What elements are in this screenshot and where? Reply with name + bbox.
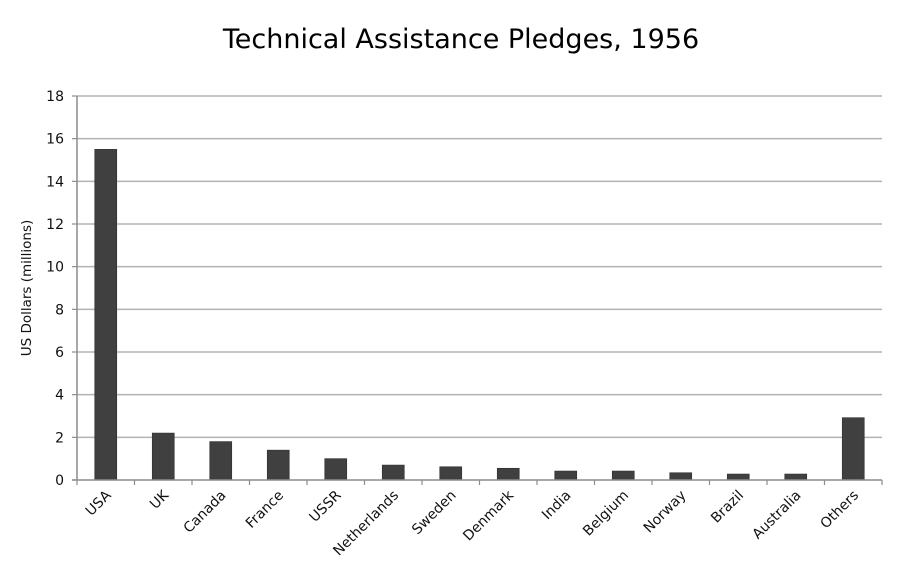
y-tick-label: 0 xyxy=(55,473,64,489)
x-tick-label: USSR xyxy=(307,487,345,525)
bar-ussr xyxy=(324,458,348,481)
x-tick-label: Belgium xyxy=(580,488,632,540)
x-tick-label: Brazil xyxy=(708,488,747,527)
x-tick-label: Canada xyxy=(181,488,230,537)
y-axis-ticks: 0 2 4 6 8 10 12 14 16 18 xyxy=(46,89,77,489)
bar-brazil xyxy=(726,473,750,481)
y-tick-label: 14 xyxy=(46,174,64,190)
bars xyxy=(94,149,865,481)
x-tick-label: Norway xyxy=(641,488,690,537)
x-tick-label: Others xyxy=(817,488,862,533)
y-tick-label: 8 xyxy=(55,302,64,318)
x-tick-label: France xyxy=(243,488,287,532)
y-tick-label: 16 xyxy=(46,132,64,148)
bar-sweden xyxy=(439,466,463,481)
bar-belgium xyxy=(611,470,635,481)
bar-france xyxy=(266,449,290,481)
bar-india xyxy=(554,470,578,481)
x-tick-label: Australia xyxy=(749,488,804,543)
axes xyxy=(72,96,883,485)
bar-norway xyxy=(669,472,693,481)
bar-usa xyxy=(94,149,118,481)
x-tick-label: USA xyxy=(83,487,115,519)
chart-title: Technical Assistance Pledges, 1956 xyxy=(222,24,699,55)
bar-denmark xyxy=(496,467,520,481)
x-tick-label: UK xyxy=(147,487,173,513)
bar-canada xyxy=(209,441,233,481)
bar-australia xyxy=(784,473,808,481)
y-axis-title: US Dollars (millions) xyxy=(19,220,35,357)
y-tick-label: 6 xyxy=(55,345,64,361)
gridlines xyxy=(77,95,882,439)
y-tick-label: 12 xyxy=(46,217,64,233)
x-tick-label: Sweden xyxy=(409,488,459,538)
y-tick-label: 18 xyxy=(46,89,64,105)
y-tick-label: 4 xyxy=(55,388,64,404)
bar-others xyxy=(841,417,865,481)
y-tick-label: 2 xyxy=(55,430,64,446)
x-tick-label: India xyxy=(539,488,575,524)
bar-uk xyxy=(151,432,175,481)
y-tick-label: 10 xyxy=(46,260,64,276)
x-tick-label: Denmark xyxy=(460,487,517,544)
bar-netherlands xyxy=(381,464,405,481)
